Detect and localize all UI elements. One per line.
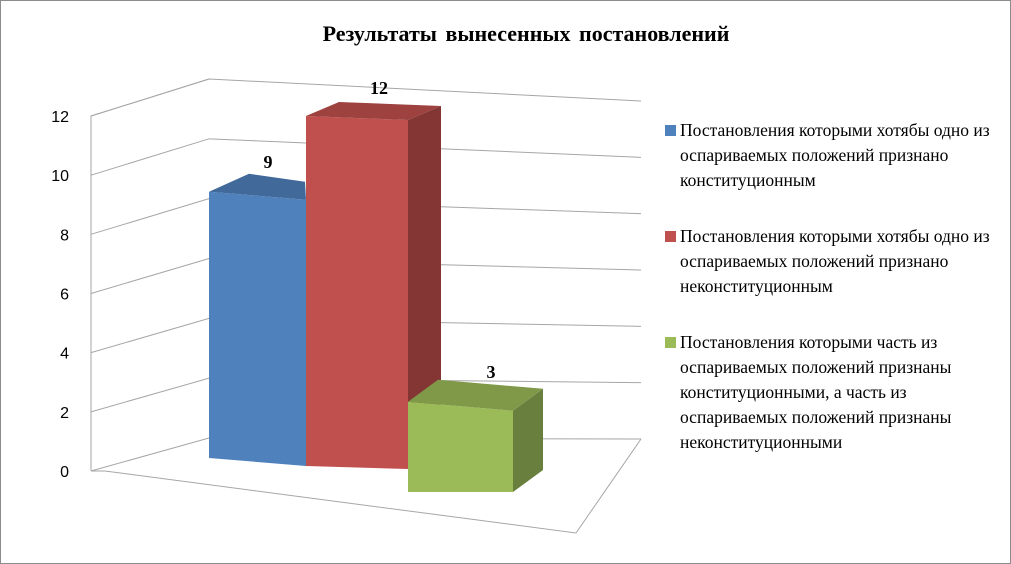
legend-item-2: Постановления которыми хотябы одно из ос… (663, 224, 1008, 299)
legend-item-1: Постановления которыми хотябы одно из ос… (663, 118, 1008, 193)
legend-item-3: Постановления которыми часть из оспарива… (663, 330, 1008, 455)
chart-plot: 0 2 4 6 8 10 12 9 12 3 (51, 78, 642, 534)
y-tick-label: 8 (60, 227, 69, 244)
data-label-2: 12 (370, 78, 388, 98)
bar-side-2 (408, 106, 441, 469)
y-tick-label: 4 (60, 346, 69, 363)
legend-swatch-1 (665, 125, 676, 136)
bar-top-2 (306, 102, 441, 120)
gridline (90, 138, 642, 176)
y-tick-label: 12 (51, 109, 69, 126)
bar-top-1 (209, 173, 306, 200)
legend-swatch-3 (665, 337, 676, 348)
bar-front-2 (306, 116, 408, 469)
data-label-3: 3 (487, 362, 496, 382)
legend: Постановления которыми хотябы одно из ос… (663, 118, 1008, 486)
bar-top-3 (408, 379, 543, 411)
chart-title: Результаты вынесенных постановлений (322, 21, 730, 46)
y-tick-label: 10 (51, 168, 69, 185)
left-wall-edge (90, 78, 210, 471)
gridline (90, 78, 642, 117)
y-tick-label: 6 (60, 287, 69, 304)
bar-front-3 (408, 401, 513, 492)
legend-swatch-2 (665, 231, 676, 242)
y-tick-label: 0 (60, 464, 69, 481)
legend-label-2: Постановления которыми хотябы одно из ос… (680, 226, 990, 296)
legend-label-1: Постановления которыми хотябы одно из ос… (680, 120, 990, 190)
bar-side-3 (513, 388, 543, 492)
legend-label-3: Постановления которыми часть из оспарива… (680, 332, 952, 452)
floor-edge (104, 438, 642, 534)
data-label-1: 9 (264, 152, 273, 172)
bar-front-1 (209, 191, 306, 466)
y-tick-label: 2 (60, 405, 69, 422)
